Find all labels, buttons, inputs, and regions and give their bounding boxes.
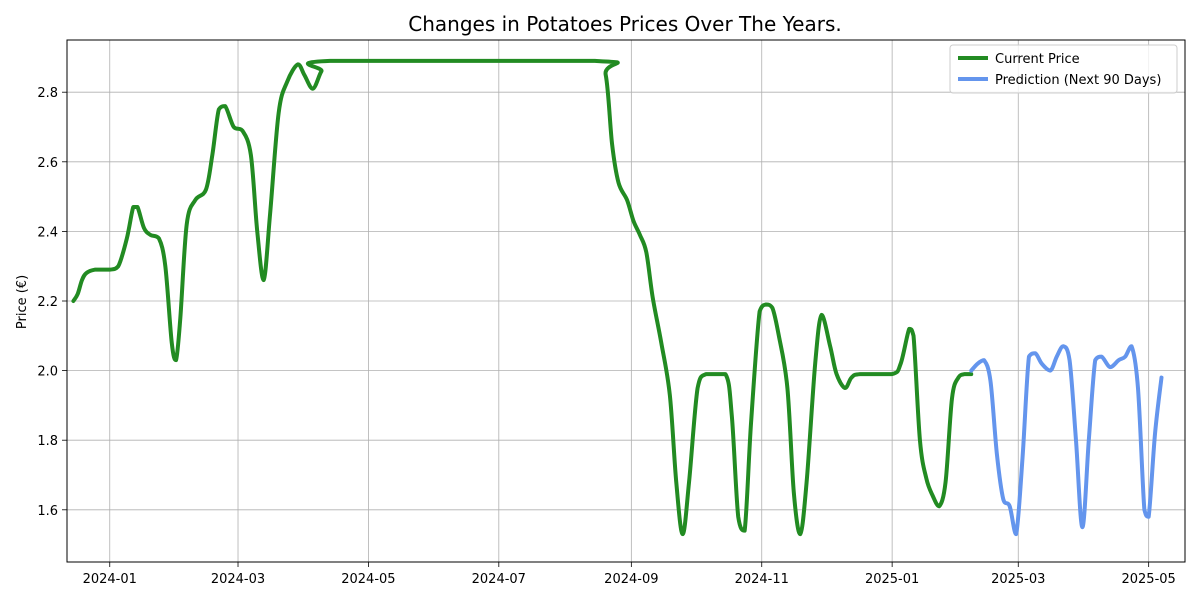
axis-ticks: 2024-01 2024-03 2024-05 2024-07 2024-09 2024-… <box>37 86 1176 587</box>
x-tick-label: 2024-11 <box>735 572 789 587</box>
y-tick-label: 2.4 <box>37 225 58 240</box>
series-lines <box>71 58 1164 537</box>
y-tick-label: 2.8 <box>37 86 58 101</box>
chart-title: Changes in Potatoes Prices Over The Year… <box>408 12 842 36</box>
legend-label-current-price: Current Price <box>995 52 1080 67</box>
x-tick-label: 2024-07 <box>472 572 526 587</box>
x-tick-label: 2025-03 <box>991 572 1045 587</box>
series-line-current-price <box>71 58 974 537</box>
grid-lines <box>67 40 1185 562</box>
series-line-prediction <box>969 344 1164 537</box>
x-tick-label: 2024-01 <box>83 572 137 587</box>
x-tick-label: 2024-05 <box>341 572 395 587</box>
y-tick-label: 2.2 <box>37 295 58 310</box>
legend-label-prediction: Prediction (Next 90 Days) <box>995 73 1161 88</box>
y-tick-label: 1.6 <box>37 504 58 519</box>
x-tick-label: 2024-09 <box>604 572 658 587</box>
legend-box <box>949 44 1178 94</box>
y-tick-label: 2.0 <box>37 365 58 380</box>
legend: Current Price Prediction (Next 90 Days) <box>949 44 1178 94</box>
x-tick-label: 2024-03 <box>211 572 265 587</box>
y-axis-label: Price (€) <box>15 275 30 329</box>
x-tick-label: 2025-01 <box>865 572 919 587</box>
y-tick-label: 1.8 <box>37 434 58 449</box>
x-tick-label: 2025-05 <box>1121 572 1175 587</box>
y-tick-label: 2.6 <box>37 156 58 171</box>
